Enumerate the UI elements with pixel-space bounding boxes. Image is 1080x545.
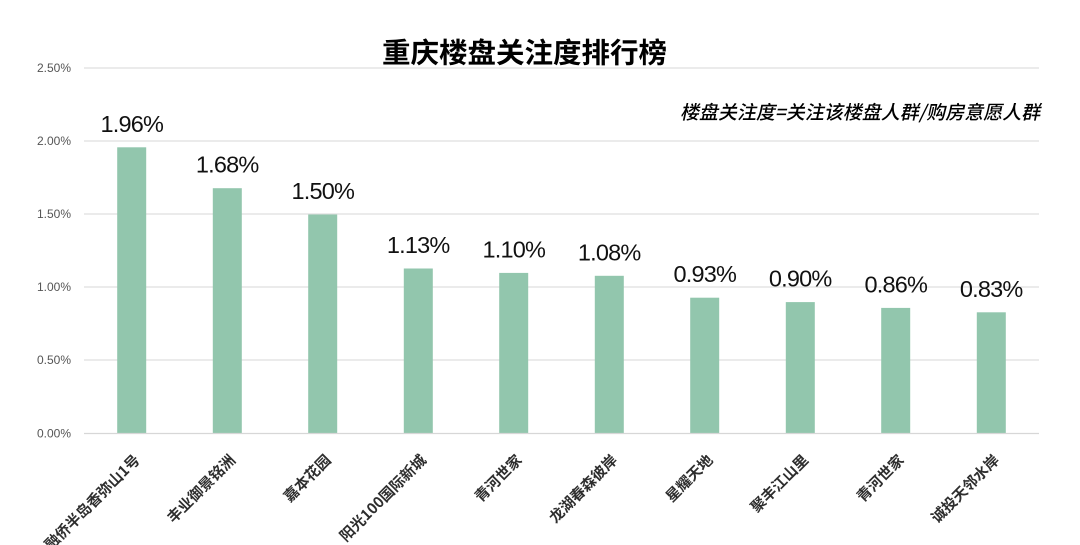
svg-text:1.50%: 1.50% [291, 178, 355, 204]
svg-text:1.68%: 1.68% [196, 152, 260, 178]
svg-text:2.00%: 2.00% [37, 134, 71, 148]
svg-text:0.50%: 0.50% [37, 353, 71, 367]
svg-text:1.00%: 1.00% [37, 280, 71, 294]
svg-text:0.93%: 0.93% [673, 261, 737, 287]
svg-text:0.86%: 0.86% [864, 271, 928, 297]
svg-text:2.50%: 2.50% [37, 61, 71, 75]
svg-text:1.13%: 1.13% [387, 232, 451, 258]
svg-text:1.08%: 1.08% [578, 239, 642, 265]
svg-text:1.10%: 1.10% [482, 236, 546, 262]
svg-text:0.00%: 0.00% [37, 427, 71, 441]
svg-text:0.83%: 0.83% [960, 276, 1024, 302]
svg-text:1.96%: 1.96% [100, 111, 164, 137]
svg-text:0.90%: 0.90% [769, 266, 833, 292]
svg-text:1.50%: 1.50% [37, 207, 71, 221]
